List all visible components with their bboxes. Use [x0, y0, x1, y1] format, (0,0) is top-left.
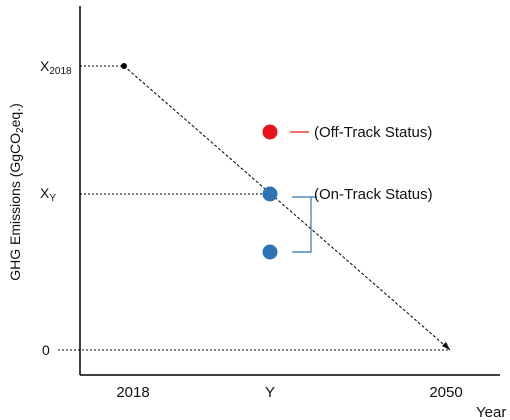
ytick-x2018: X2018 [40, 58, 72, 77]
end-arrow-marker [442, 342, 450, 350]
xtick-2050: 2050 [429, 384, 462, 401]
ytick-zero: 0 [42, 342, 50, 358]
y-axis-title: GHG Emissions (GgCO2eq.) [7, 103, 26, 281]
xtick-2018: 2018 [116, 384, 149, 401]
on-track-dot-lower [262, 244, 278, 260]
ytick-xy: XY [40, 185, 56, 204]
on-track-label: (On-Track Status) [314, 186, 433, 203]
xtick-y: Y [265, 384, 275, 401]
on-track-bracket [292, 196, 317, 253]
off-track-label: (Off-Track Status) [314, 124, 432, 141]
reduction-pathway-line [123, 65, 451, 351]
on-track-dot-upper [262, 186, 278, 202]
x-axis-title: Year [476, 404, 506, 420]
start-point-marker [121, 63, 127, 69]
off-track-dot [262, 124, 278, 140]
